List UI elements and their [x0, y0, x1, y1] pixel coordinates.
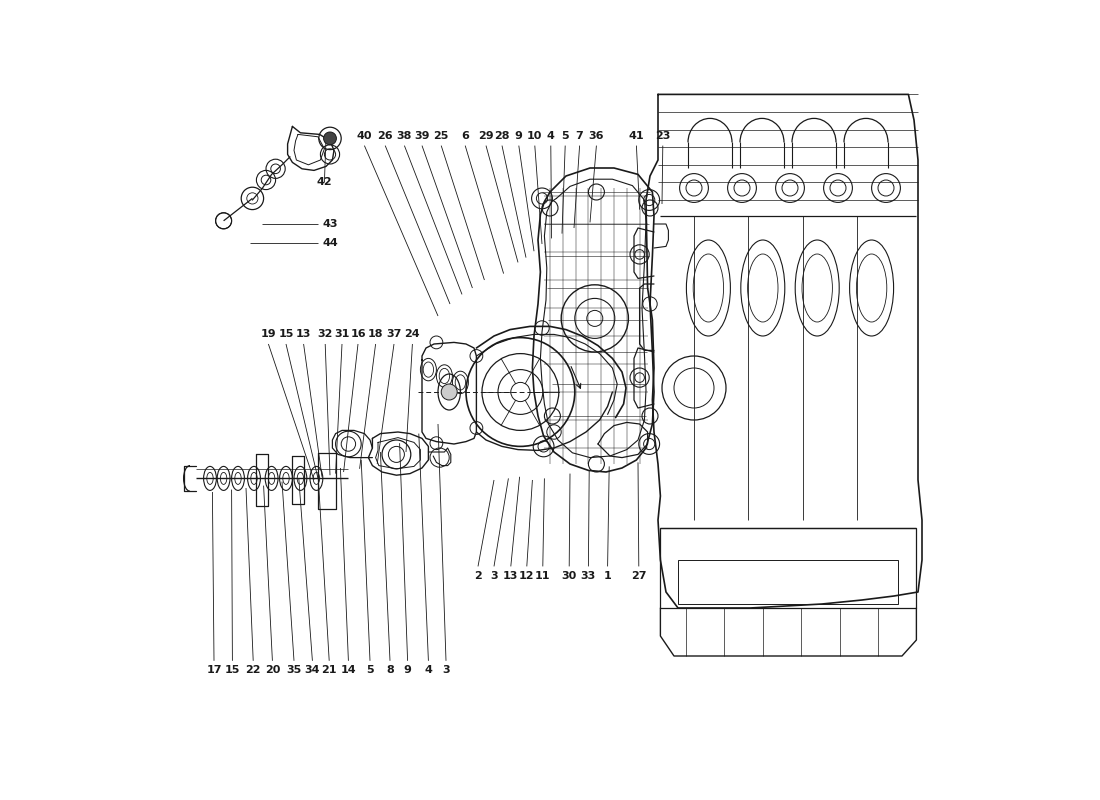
- Text: 5: 5: [366, 666, 374, 675]
- Text: 38: 38: [397, 131, 412, 141]
- Text: 3: 3: [491, 571, 498, 581]
- Text: 20: 20: [265, 666, 280, 675]
- Text: 27: 27: [631, 571, 647, 581]
- Text: 15: 15: [224, 666, 240, 675]
- Text: 33: 33: [581, 571, 596, 581]
- Text: 21: 21: [321, 666, 337, 675]
- Text: 35: 35: [286, 666, 301, 675]
- Text: 8: 8: [386, 666, 394, 675]
- Text: 5: 5: [561, 131, 569, 141]
- Text: 19: 19: [261, 330, 276, 339]
- Text: 23: 23: [656, 131, 671, 141]
- Text: 16: 16: [350, 330, 366, 339]
- Circle shape: [323, 132, 337, 145]
- Text: 6: 6: [461, 131, 469, 141]
- Text: 34: 34: [305, 666, 320, 675]
- Text: 40: 40: [356, 131, 372, 141]
- Text: 44: 44: [322, 238, 338, 248]
- Text: 39: 39: [415, 131, 430, 141]
- Bar: [660, 528, 916, 608]
- Text: 42: 42: [317, 178, 332, 187]
- Text: 7: 7: [575, 131, 583, 141]
- Text: 41: 41: [628, 131, 645, 141]
- Text: 32: 32: [318, 330, 333, 339]
- Text: 9: 9: [515, 131, 522, 141]
- Text: 37: 37: [386, 330, 402, 339]
- Text: 3: 3: [442, 666, 450, 675]
- Circle shape: [441, 384, 458, 400]
- Text: 43: 43: [322, 219, 338, 229]
- Text: 9: 9: [404, 666, 411, 675]
- Text: 2: 2: [474, 571, 482, 581]
- Text: 31: 31: [334, 330, 350, 339]
- Text: 26: 26: [377, 131, 393, 141]
- Text: 14: 14: [341, 666, 356, 675]
- Text: 13: 13: [503, 571, 518, 581]
- Bar: [678, 560, 898, 604]
- Text: 10: 10: [527, 131, 542, 141]
- Text: 18: 18: [367, 330, 383, 339]
- Text: 29: 29: [478, 131, 494, 141]
- Text: 13: 13: [296, 330, 311, 339]
- Text: 15: 15: [278, 330, 294, 339]
- Text: 28: 28: [494, 131, 509, 141]
- Text: 11: 11: [535, 571, 550, 581]
- Text: 22: 22: [245, 666, 261, 675]
- Text: 17: 17: [207, 666, 222, 675]
- Text: 30: 30: [562, 571, 576, 581]
- Text: 24: 24: [405, 330, 420, 339]
- Text: 36: 36: [588, 131, 604, 141]
- Text: 4: 4: [425, 666, 432, 675]
- Text: 12: 12: [519, 571, 535, 581]
- Text: 1: 1: [604, 571, 612, 581]
- Text: 4: 4: [547, 131, 554, 141]
- Text: 25: 25: [433, 131, 449, 141]
